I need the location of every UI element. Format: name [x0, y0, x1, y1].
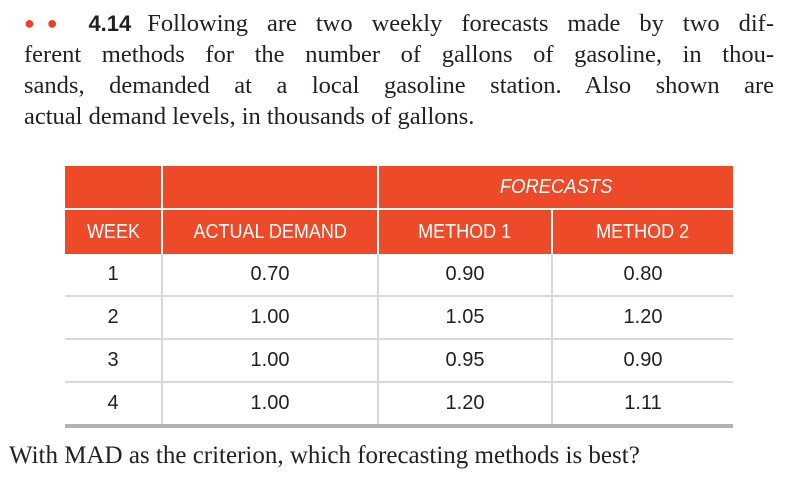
column-header-actual-demand: ACTUAL DEMAND — [162, 208, 379, 254]
method-2-cell: 0.90 — [552, 339, 733, 383]
empty-header-cell — [65, 166, 163, 209]
week-cell: 2 — [65, 296, 163, 340]
week-cell: 4 — [65, 382, 163, 426]
table-column-header-row: WEEK ACTUAL DEMAND METHOD 1 METHOD 2 — [65, 208, 733, 254]
problem-number: 4.14 — [88, 11, 132, 36]
forecasts-group-header: FORECASTS — [378, 166, 733, 209]
problem-line-3: sands, demanded at a local gasoline stat… — [24, 72, 774, 99]
method-2-cell: 1.11 — [624, 392, 662, 414]
table-row: 1 0.70 0.90 0.80 — [65, 254, 733, 297]
method-2-cell: 0.80 — [552, 254, 733, 297]
table-row: 3 1.00 0.95 0.90 — [65, 339, 733, 383]
table-row: 2 1.00 1.05 1.20 — [65, 296, 733, 340]
forecast-table: FORECASTS WEEK ACTUAL DEMAND METHOD 1 ME… — [65, 166, 733, 428]
problem-line-2: ferent methods for the number of gallons… — [24, 41, 774, 68]
actual-demand-cell: 1.00 — [162, 296, 379, 340]
problem-line-1: ●● 4.14 Following are two weekly forecast… — [24, 10, 774, 37]
actual-demand-cell: 1.00 — [162, 382, 379, 426]
method-1-cell: 0.90 — [378, 254, 553, 297]
column-header-method-2: METHOD 2 — [552, 208, 733, 254]
column-header-week: WEEK — [65, 208, 163, 254]
actual-demand-cell: 1.00 — [162, 339, 379, 383]
method-1-cell: 0.95 — [378, 339, 553, 383]
method-2-cell: 1.20 — [552, 296, 733, 340]
question-text: With MAD as the criterion, which forecas… — [9, 442, 640, 469]
week-cell: 3 — [65, 339, 163, 383]
empty-header-cell — [162, 166, 379, 209]
table-group-header-row: FORECASTS — [65, 166, 733, 209]
column-header-method-1: METHOD 1 — [378, 208, 553, 254]
week-cell: 1 — [65, 254, 163, 297]
table-row: 4 1.00 1.20 1.11 — [65, 382, 733, 426]
method-1-cell: 1.05 — [378, 296, 553, 340]
actual-demand-cell: 0.70 — [162, 254, 379, 297]
problem-statement: ●● 4.14 Following are two weekly forecast… — [24, 8, 774, 132]
method-1-cell: 1.20 — [378, 382, 553, 426]
problem-line-4: actual demand levels, in thousands of ga… — [24, 103, 475, 130]
difficulty-dots-icon: ●● — [24, 13, 70, 33]
